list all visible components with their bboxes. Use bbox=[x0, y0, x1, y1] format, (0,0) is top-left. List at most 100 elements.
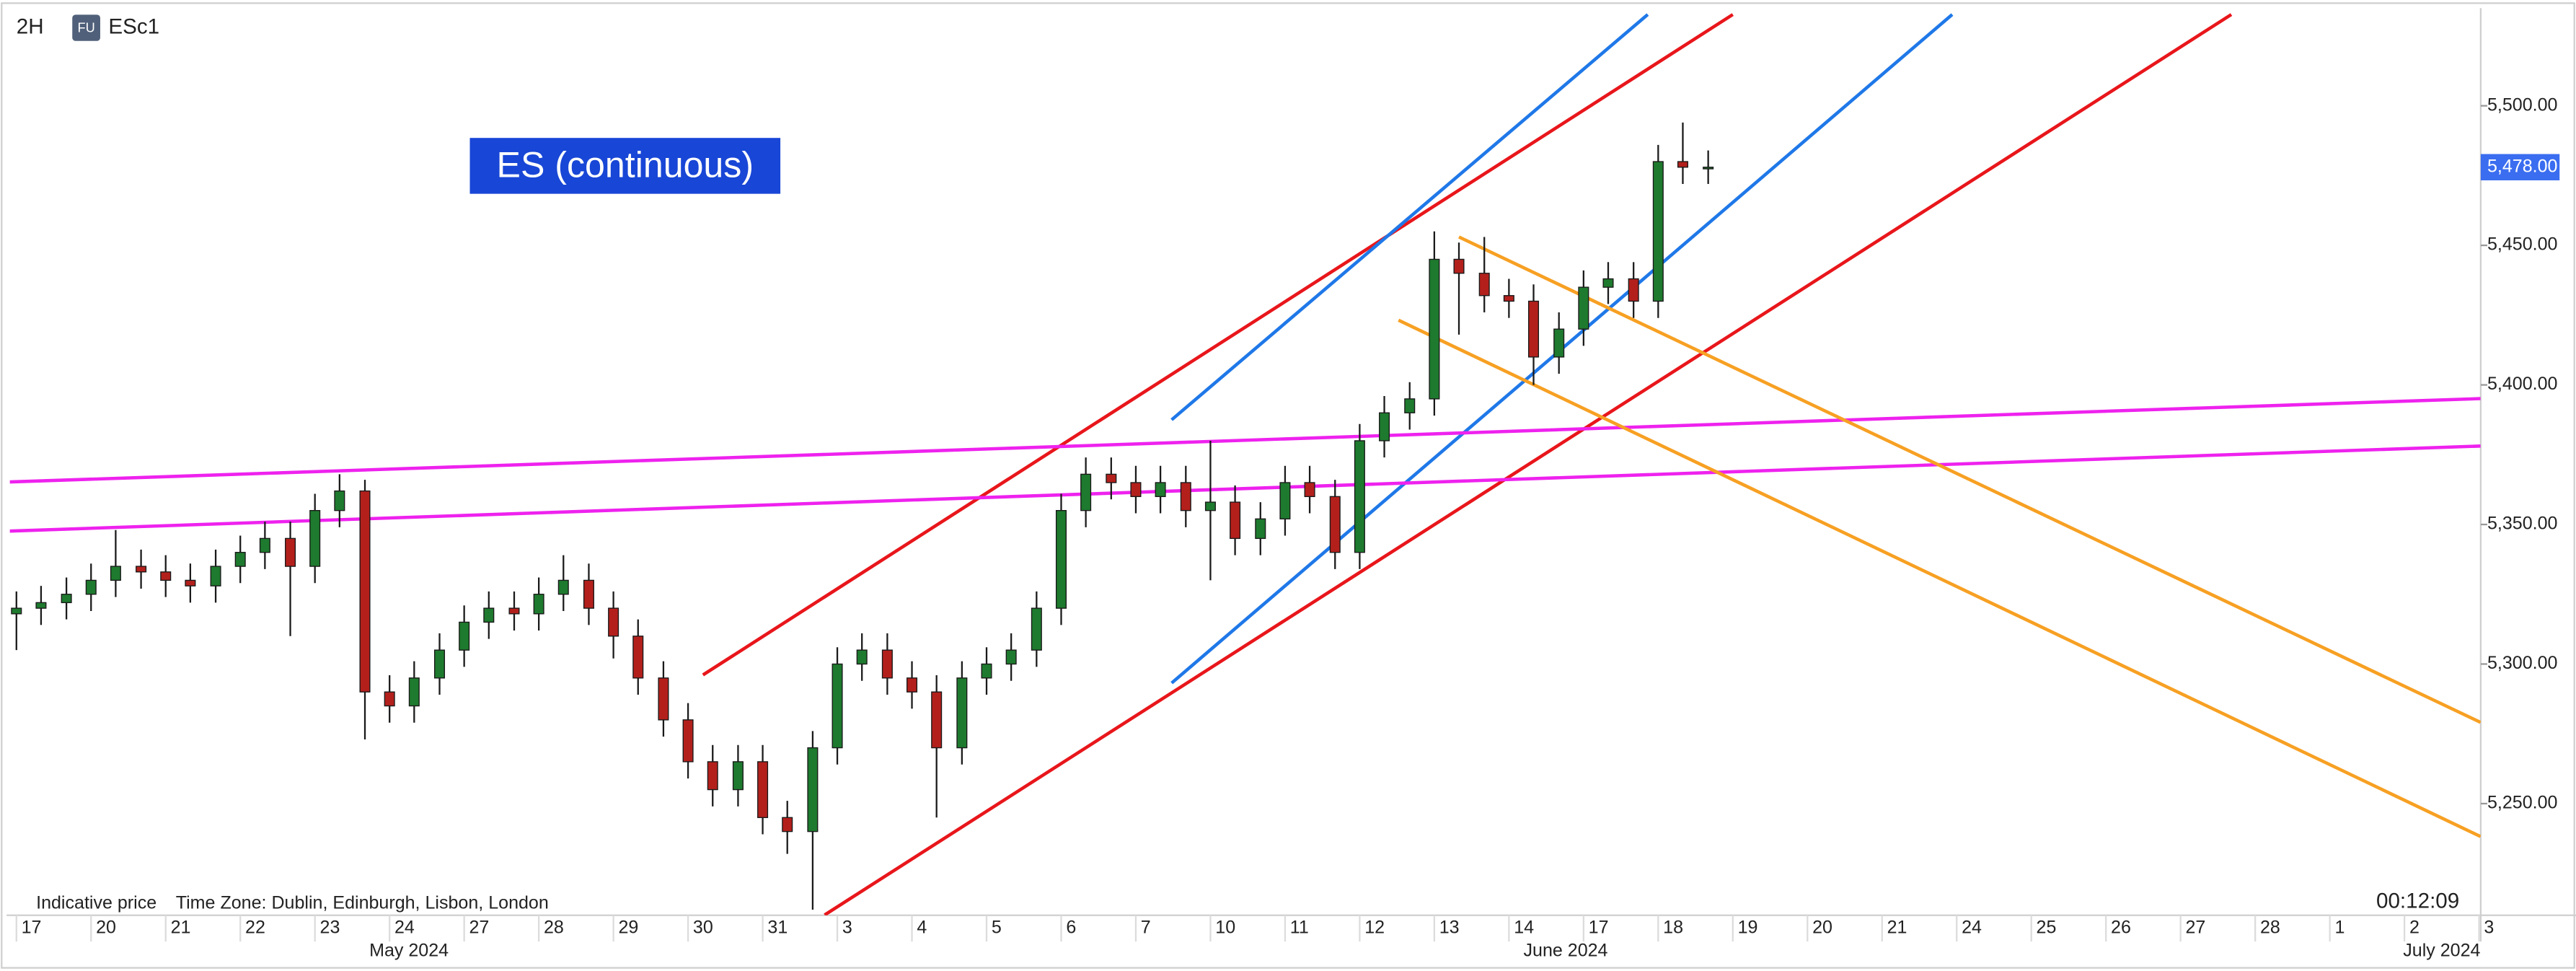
candle-body bbox=[11, 607, 22, 615]
x-tick-label: 27 bbox=[469, 918, 489, 938]
candle-body bbox=[483, 607, 495, 623]
y-tick-label: 5,300.00 bbox=[2487, 653, 2558, 673]
candle-body bbox=[682, 719, 694, 763]
candle-body bbox=[1628, 278, 1639, 302]
x-tick-label: 23 bbox=[320, 918, 340, 938]
candle-body bbox=[1354, 440, 1365, 553]
candle-body bbox=[1527, 300, 1540, 358]
timezone[interactable]: Time Zone: Dublin, Edinburgh, Lisbon, Lo… bbox=[176, 892, 549, 913]
chart-title: ES (continuous) bbox=[497, 144, 754, 185]
candle-body bbox=[757, 761, 769, 818]
candle-body bbox=[234, 552, 246, 567]
candle-body bbox=[1304, 482, 1315, 498]
last-price-box bbox=[2480, 154, 2560, 180]
y-tick-label: 5,500.00 bbox=[2487, 95, 2558, 115]
candle-body bbox=[61, 594, 72, 604]
x-tick-label: 2 bbox=[2409, 918, 2420, 938]
footer-note: Indicative price bbox=[36, 892, 156, 913]
candle-body bbox=[1453, 258, 1465, 274]
candle-body bbox=[259, 537, 270, 553]
x-tick-label: 19 bbox=[1738, 918, 1758, 938]
x-tick-label: 28 bbox=[544, 918, 564, 938]
candle-body bbox=[981, 663, 992, 679]
candle-body bbox=[1130, 482, 1142, 498]
candle-body bbox=[285, 537, 296, 567]
month-label: June 2024 bbox=[1524, 940, 1608, 960]
candle-body bbox=[583, 579, 594, 609]
candle-body bbox=[508, 607, 520, 615]
candle-body bbox=[632, 636, 644, 679]
candle-body bbox=[1180, 482, 1191, 511]
candle-body bbox=[881, 649, 893, 679]
candle-body bbox=[1503, 295, 1514, 302]
candle-body bbox=[459, 621, 470, 651]
candle-body bbox=[907, 677, 918, 693]
candle-body bbox=[384, 691, 395, 707]
candle-body bbox=[309, 509, 321, 567]
candle-body bbox=[1204, 501, 1216, 511]
symbol[interactable]: ESc1 bbox=[108, 14, 159, 38]
candle-body bbox=[658, 677, 669, 721]
axes: 5,250.00 5,300.00 5,350.00 5,400.00 5,450.00… bbox=[15, 95, 2560, 960]
x-tick-label: 29 bbox=[618, 918, 638, 938]
x-tick-label: 22 bbox=[245, 918, 265, 938]
candle-body bbox=[1379, 412, 1390, 441]
candle-body bbox=[1080, 473, 1092, 511]
y-tick-label: 5,250.00 bbox=[2487, 793, 2558, 813]
candle-body bbox=[1478, 273, 1490, 296]
candle-body bbox=[1005, 649, 1017, 665]
x-tick-label: 24 bbox=[394, 918, 415, 938]
candle-body bbox=[359, 490, 371, 693]
y-tick-label: 5,350.00 bbox=[2487, 514, 2558, 534]
candle-body bbox=[1329, 496, 1341, 553]
x-tick-label: 14 bbox=[1514, 918, 1534, 938]
candle-body bbox=[707, 761, 718, 791]
badge: FU bbox=[77, 21, 94, 35]
trendline bbox=[1458, 235, 2481, 724]
clock: 00:12:09 bbox=[2376, 889, 2459, 913]
month-label: July 2024 bbox=[2403, 940, 2480, 960]
candle-body bbox=[334, 490, 345, 511]
x-tick-label: 7 bbox=[1141, 918, 1151, 938]
x-tick-label: 25 bbox=[2037, 918, 2057, 938]
candle-body bbox=[608, 607, 619, 637]
trendline bbox=[1170, 13, 1649, 421]
x-tick-label: 10 bbox=[1215, 918, 1235, 938]
candle-body bbox=[732, 761, 744, 791]
x-tick-label: 20 bbox=[1812, 918, 1832, 938]
candle-body bbox=[1155, 482, 1166, 498]
candle-body bbox=[136, 566, 147, 573]
x-tick-label: 31 bbox=[767, 918, 788, 938]
x-tick-label: 6 bbox=[1066, 918, 1076, 938]
x-tick-label: 17 bbox=[1589, 918, 1609, 938]
interval[interactable]: 2H bbox=[17, 14, 44, 38]
candle-body bbox=[1255, 518, 1266, 540]
candle-body bbox=[533, 594, 544, 615]
y-tick-label: 5,450.00 bbox=[2487, 234, 2558, 255]
candle-body bbox=[35, 602, 47, 609]
candle-body bbox=[1602, 278, 1614, 288]
candle-body bbox=[956, 677, 968, 749]
candle-body bbox=[1404, 398, 1416, 413]
candle-body bbox=[185, 579, 196, 586]
candle-body bbox=[931, 691, 943, 749]
candle-body bbox=[1055, 509, 1067, 609]
candle-body bbox=[160, 571, 172, 581]
y-tick-label: 5,400.00 bbox=[2487, 374, 2558, 394]
x-tick-label: 24 bbox=[1962, 918, 1982, 938]
candle-body bbox=[110, 566, 121, 581]
trendline bbox=[702, 13, 1734, 677]
last-price-label: 5,478.00 bbox=[2487, 156, 2558, 176]
x-tick-label: 17 bbox=[22, 918, 42, 938]
candle-body bbox=[1230, 501, 1241, 540]
candle-body bbox=[1578, 286, 1589, 330]
candle-body bbox=[807, 747, 819, 832]
x-tick-label: 13 bbox=[1439, 918, 1460, 938]
candles bbox=[11, 122, 1714, 910]
x-tick-label: 21 bbox=[1887, 918, 1907, 938]
trendline bbox=[9, 444, 2481, 533]
x-tick-label: 12 bbox=[1364, 918, 1385, 938]
